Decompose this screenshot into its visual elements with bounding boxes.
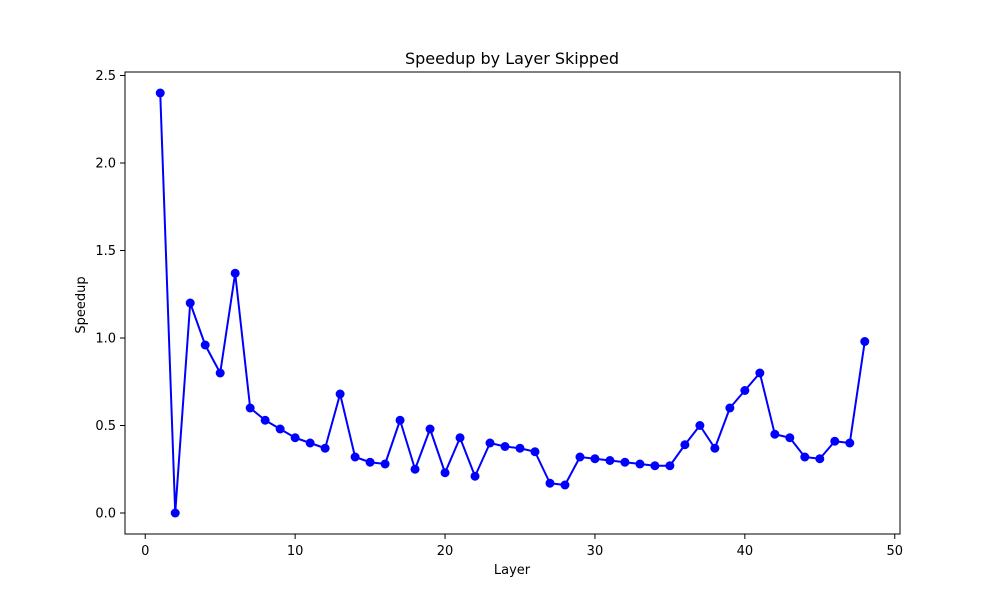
y-tick-label: 0.0 [95,507,116,522]
data-point [380,459,390,469]
data-point [350,452,360,462]
data-point [755,368,765,378]
data-point [590,454,600,464]
data-point [170,508,180,518]
data-point [740,386,750,395]
data-point [200,340,210,350]
data-point [305,438,315,448]
y-tick-label: 1.5 [95,244,116,259]
y-tick-label: 1.0 [95,332,116,347]
data-point [425,424,435,434]
y-tick-label: 2.0 [95,157,116,172]
data-point [560,480,570,490]
data-point [620,457,630,467]
y-axis-ticks: 0.0 0.5 1.0 1.5 2.0 2.5 [95,69,125,522]
data-point [800,452,810,462]
data-point [605,456,615,465]
data-point [245,403,255,413]
data-point [335,389,345,399]
data-point [635,459,645,469]
data-point [410,464,420,474]
data-point [275,424,285,434]
plot-frame [124,71,901,535]
x-tick-label: 10 [287,544,304,559]
data-point [215,368,225,378]
data-point [770,429,780,439]
series-group [155,88,870,518]
data-point [395,415,405,425]
x-tick-label: 40 [737,544,754,559]
y-tick-label: 0.5 [95,419,116,434]
data-point [695,421,705,430]
data-point [155,88,165,98]
data-point [680,440,690,450]
data-point [230,268,240,278]
data-point [185,298,195,308]
data-point [530,447,540,457]
data-point [455,433,465,443]
data-point [545,478,555,488]
data-point [515,443,525,453]
data-point [650,461,660,471]
x-tick-label: 50 [886,544,903,559]
x-tick-label: 30 [587,544,604,559]
data-point [500,442,510,451]
data-point [860,337,870,346]
data-point [470,471,480,481]
x-tick-label: 0 [141,544,149,559]
x-tick-label: 20 [437,544,454,559]
data-point [485,438,495,448]
y-tick-label: 2.5 [95,69,116,84]
data-point [365,457,375,467]
data-point [845,438,855,448]
data-point [665,461,675,471]
data-point [440,468,450,478]
x-axis-label: Layer [494,563,531,578]
data-point [260,415,270,425]
data-point [575,452,585,462]
x-axis-ticks: 0 10 20 30 40 50 [141,534,903,559]
data-point [290,433,300,443]
data-point [320,443,330,453]
data-point [710,443,720,453]
data-point [830,436,840,446]
data-point [725,403,735,413]
y-axis-label: Speedup [74,276,89,333]
chart-title: Speedup by Layer Skipped [405,49,619,68]
data-point [785,433,795,443]
data-point [815,454,825,464]
